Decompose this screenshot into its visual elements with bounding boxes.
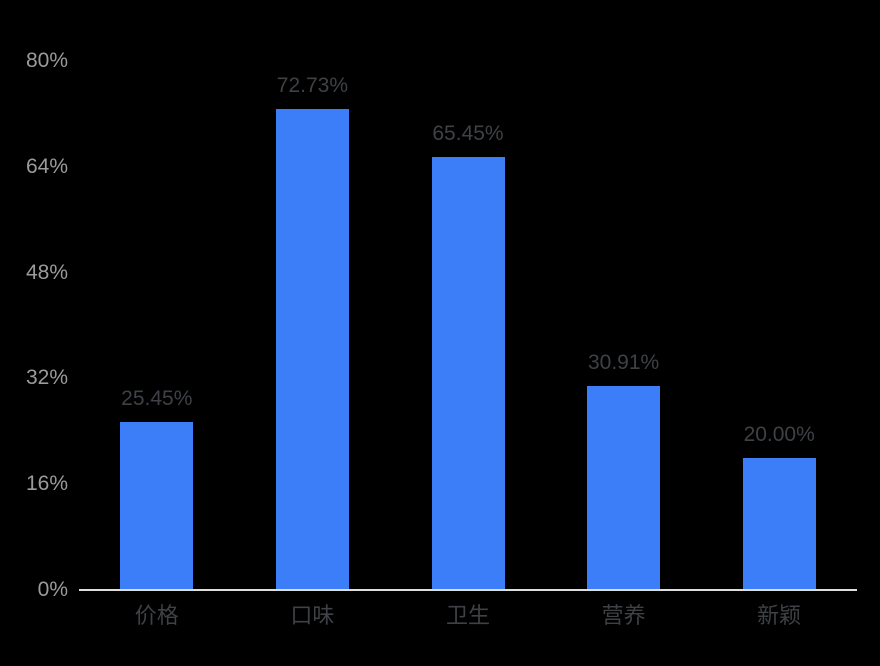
x-axis-category-label: 营养 <box>601 603 646 628</box>
x-axis-line <box>79 589 857 591</box>
bar-1 <box>275 109 349 590</box>
bar-2 <box>431 157 505 590</box>
bar-0 <box>120 421 194 590</box>
x-axis-category-label: 新颖 <box>757 603 802 628</box>
bar-value-label: 65.45% <box>432 122 504 146</box>
bar-3 <box>587 385 661 590</box>
y-axis-tick-label: 0% <box>37 578 68 601</box>
y-axis-tick-label: 48% <box>25 260 68 284</box>
x-axis-category-label: 价格 <box>134 603 179 628</box>
bar-value-label: 25.45% <box>121 386 193 410</box>
y-axis-tick-label: 16% <box>25 472 68 496</box>
x-axis-category-label: 卫生 <box>445 603 490 628</box>
x-axis-category-label: 口味 <box>290 603 335 628</box>
bar-value-label: 20.00% <box>743 422 815 446</box>
bar-value-label: 72.73% <box>276 74 348 98</box>
bar-4 <box>742 457 816 590</box>
y-axis-tick-label: 64% <box>25 154 68 178</box>
y-axis-tick-label: 32% <box>25 366 68 390</box>
bar-value-label: 30.91% <box>587 350 660 374</box>
y-axis-tick-label: 80% <box>25 49 68 72</box>
